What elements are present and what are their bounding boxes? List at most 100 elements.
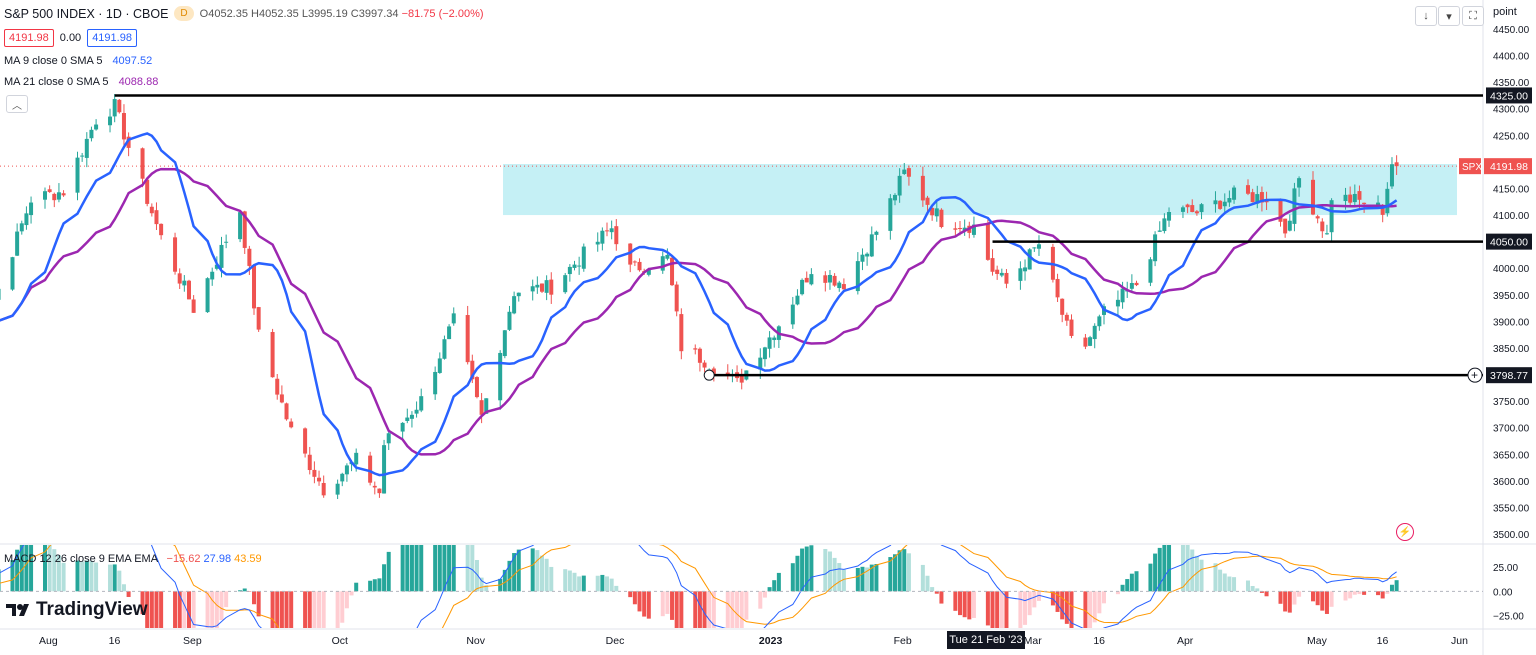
x-tick-label: May xyxy=(1307,635,1328,647)
macd-hist-bar xyxy=(61,562,66,592)
macd-hist-bar xyxy=(869,564,874,592)
candle-body xyxy=(512,296,517,314)
macd-hist-bar xyxy=(1213,563,1218,592)
macd-hist-bar xyxy=(934,591,939,594)
candle-body xyxy=(400,422,405,432)
candle-body xyxy=(442,339,447,359)
macd-hist-bar xyxy=(1199,559,1204,592)
macd-signal-line xyxy=(0,545,1397,628)
macd-hist-bar xyxy=(1129,573,1134,592)
candle-body xyxy=(498,352,503,401)
macd-hist-bar xyxy=(995,591,1000,628)
ohlc-values: O4052.35 H4052.35 L3995.19 C3997.34 −81.… xyxy=(200,8,484,20)
macd-hist-bar xyxy=(19,545,24,592)
candle-body xyxy=(995,269,1000,274)
candle-body xyxy=(1394,162,1399,167)
candle-body xyxy=(906,168,911,177)
macd-hist-bar xyxy=(1102,591,1106,604)
candle-body xyxy=(182,280,187,286)
candle-body xyxy=(892,194,897,201)
y-tick-label: 4150.00 xyxy=(1493,184,1530,195)
macd-hist-bar xyxy=(646,591,651,619)
macd-hist-bar xyxy=(827,551,832,592)
macd-hist-bar xyxy=(985,591,990,626)
macd-hist-bar xyxy=(442,545,447,592)
x-tick-label: Apr xyxy=(1177,635,1194,647)
macd-hist-bar xyxy=(535,550,540,592)
macd-hist-bar xyxy=(80,561,85,592)
candle-body xyxy=(530,286,535,292)
macd-hist-bar xyxy=(1120,584,1125,592)
more-button[interactable]: ▾ xyxy=(1438,6,1460,26)
candle-body xyxy=(637,261,642,271)
macd-hist-bar xyxy=(256,591,261,617)
candle-body xyxy=(1060,298,1065,315)
macd-hist-bar xyxy=(614,585,619,592)
macd-hist-bar xyxy=(674,591,679,628)
macd-hist-bar xyxy=(52,549,57,592)
y-tick-label: 4250.00 xyxy=(1493,131,1530,142)
candle-body xyxy=(572,264,577,268)
candle-body xyxy=(827,274,832,283)
dropdown-icon: ▾ xyxy=(1446,10,1452,23)
candle-body xyxy=(1167,212,1172,221)
candle-body xyxy=(238,212,243,240)
macd-hist-bar xyxy=(1162,545,1167,592)
chart-header: S&P 500 INDEX · 1D · CBOE D O4052.35 H40… xyxy=(4,6,484,21)
candle-body xyxy=(567,266,572,275)
macd-legend[interactable]: MACD 12 26 close 9 EMA EMA −15.62 27.98 … xyxy=(4,553,262,565)
symbol-title[interactable]: S&P 500 INDEX · 1D · CBOE xyxy=(4,6,169,21)
macd-hist-bar xyxy=(377,578,382,592)
ma21-legend[interactable]: MA 21 close 0 SMA 5 4088.88 xyxy=(4,76,158,88)
macd-hist-bar xyxy=(962,591,967,618)
candle-body xyxy=(224,241,229,243)
macd-hist-bar xyxy=(628,591,633,598)
macd-hist-bar xyxy=(270,591,275,628)
candle-body xyxy=(1055,278,1060,298)
macd-hist-bar xyxy=(1297,591,1302,597)
download-button[interactable]: ↓ xyxy=(1415,6,1437,26)
macd-hist-bar xyxy=(549,566,554,592)
candle-body xyxy=(1180,207,1185,212)
macd-hist-bar xyxy=(1352,591,1357,595)
tradingview-logo[interactable]: TradingView xyxy=(6,599,148,621)
arrow-down-icon: ↓ xyxy=(1423,10,1429,22)
candle-body xyxy=(702,362,707,368)
sell-button[interactable]: 4191.98 xyxy=(4,29,54,47)
macd-hist-bar xyxy=(697,591,702,628)
candle-body xyxy=(539,283,544,292)
macd-hist-bar xyxy=(479,577,484,592)
ma9-legend[interactable]: MA 9 close 0 SMA 5 4097.52 xyxy=(4,55,152,67)
candle-body xyxy=(1297,178,1302,188)
macd-hist-bar xyxy=(925,575,930,592)
macd-hist-bar xyxy=(1357,591,1362,595)
buy-button[interactable]: 4191.98 xyxy=(87,29,137,47)
collapse-legend-button[interactable]: ︿ xyxy=(6,95,28,113)
data-badge[interactable]: D xyxy=(174,6,194,21)
candle-body xyxy=(577,265,582,267)
macd-hist-bar xyxy=(1185,545,1190,592)
macd-hist-bar xyxy=(577,576,582,592)
macd-hist-bar xyxy=(735,591,740,628)
candle-body xyxy=(279,394,284,403)
candle-body xyxy=(29,202,34,216)
lightning-icon[interactable]: ⚡ xyxy=(1396,523,1414,541)
candle-body xyxy=(474,377,479,398)
candle-body xyxy=(823,275,828,283)
candle-body xyxy=(1148,259,1153,283)
candle-body xyxy=(674,284,679,312)
x-tick-label: Oct xyxy=(332,635,348,647)
y-tick-label: 4000.00 xyxy=(1493,264,1530,275)
candle-body xyxy=(19,223,24,232)
candle-body xyxy=(1115,299,1120,307)
candle-body xyxy=(1199,204,1204,213)
candle-body xyxy=(1153,234,1158,262)
candle-body xyxy=(507,311,512,330)
candle-body xyxy=(1255,194,1260,204)
fullscreen-button[interactable]: ⛶ xyxy=(1462,6,1484,26)
macd-hist-bar xyxy=(140,591,145,615)
low-value: L3995.19 xyxy=(301,7,348,20)
candle-body xyxy=(865,253,870,257)
candle-body xyxy=(628,243,633,265)
